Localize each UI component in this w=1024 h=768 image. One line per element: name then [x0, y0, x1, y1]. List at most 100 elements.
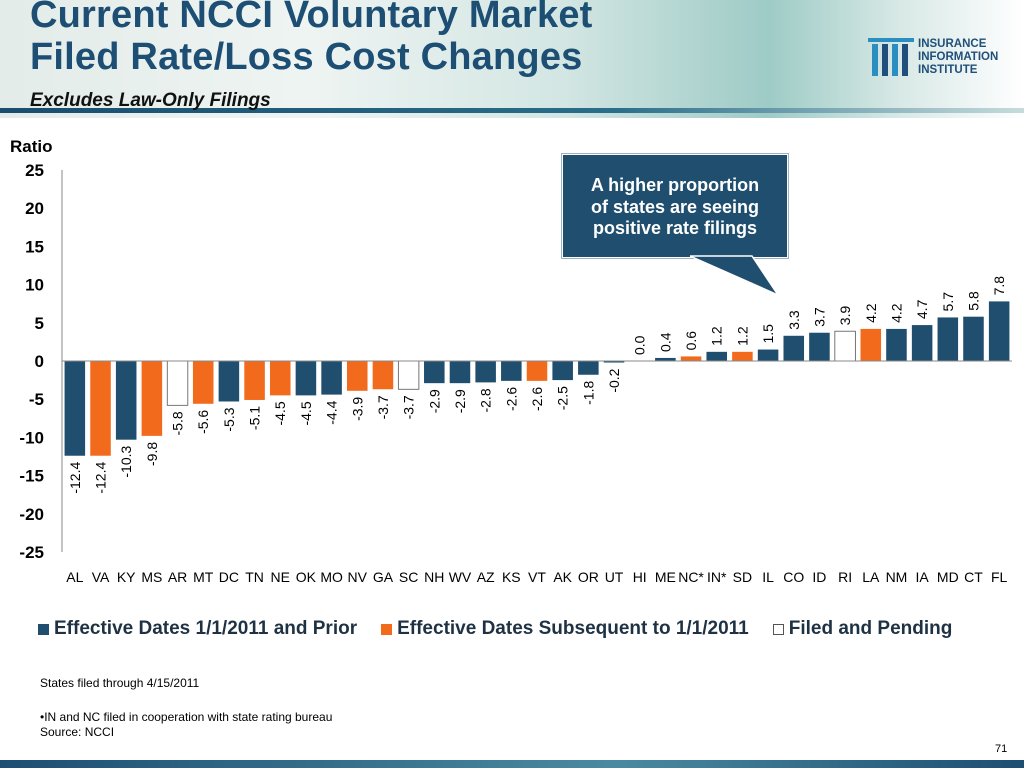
page-title-line-1: Current NCCI Voluntary Market: [30, 0, 593, 36]
x-category-label: VT: [528, 569, 546, 585]
bar-co: [783, 335, 805, 361]
value-label: -2.9: [452, 389, 468, 413]
value-label: 3.9: [837, 306, 853, 326]
x-category-label: OR: [578, 569, 599, 585]
bar-or: [578, 361, 599, 375]
x-category-label: NH: [424, 569, 444, 585]
value-label: -10.3: [118, 445, 134, 477]
x-category-label: DC: [219, 569, 239, 585]
bar-sc: [397, 360, 420, 390]
bar-la: [860, 328, 882, 361]
value-label: -2.6: [529, 387, 545, 411]
header-background: [0, 0, 1024, 118]
y-tick-label: -5: [29, 390, 44, 409]
bar-mt: [192, 361, 214, 404]
value-label: -3.7: [401, 395, 417, 419]
bar-me: [655, 357, 676, 361]
note-filed-through: States filed through 4/15/2011: [40, 676, 200, 690]
value-label: -4.5: [298, 401, 314, 425]
callout-line-3: positive rate filings: [592, 218, 758, 238]
value-label: 1.2: [709, 326, 725, 346]
bar-ut: [603, 361, 625, 363]
y-tick-label: -10: [19, 428, 44, 447]
x-category-label: NC*: [678, 569, 704, 585]
y-tick-label: 5: [35, 314, 44, 333]
value-label: 0.6: [683, 331, 699, 351]
x-category-label: TN: [245, 569, 264, 585]
bar-ct: [963, 316, 984, 361]
bar-ne: [269, 361, 291, 396]
logo-line-2: INFORMATION: [918, 51, 999, 63]
bar-ri: [834, 330, 856, 362]
callout-line-2: of states are seeing: [590, 196, 760, 217]
y-tick-label: 15: [25, 237, 44, 256]
bar-ky: [115, 361, 137, 440]
value-label: 1.2: [734, 326, 750, 346]
value-label: -2.6: [503, 387, 519, 411]
y-axis-label: Ratio: [10, 137, 53, 156]
iii-logo-icon: [868, 38, 914, 76]
value-label: 0.4: [657, 332, 673, 352]
value-label: -2.5: [555, 386, 571, 410]
x-category-label: IA: [916, 569, 930, 585]
y-tick-label: -20: [19, 505, 44, 524]
x-category-label: MT: [193, 569, 214, 585]
bar-ia: [911, 325, 933, 361]
bar-va: [90, 361, 111, 456]
bar-ar: [166, 360, 189, 406]
value-label: -2.8: [478, 388, 494, 412]
bar-nc: [680, 356, 702, 361]
legend-label-subsequent: Effective Dates Subsequent to 1/1/2011: [397, 618, 749, 639]
bar-vt: [526, 361, 548, 381]
bar-al: [64, 361, 86, 456]
x-category-label: LA: [862, 569, 880, 585]
bar-wv: [449, 361, 471, 384]
value-label: -9.8: [144, 442, 160, 466]
bar-dc: [218, 361, 240, 402]
x-category-label: AK: [553, 569, 572, 585]
chart-legend: Effective Dates 1/1/2011 and Prior Effec…: [38, 617, 976, 641]
value-label: 4.2: [863, 303, 879, 323]
x-category-label: AZ: [477, 569, 495, 585]
bar-nh: [424, 361, 445, 384]
value-label: -0.2: [606, 368, 622, 392]
legend-item-pending: Filed and Pending: [772, 618, 953, 640]
bar-id: [809, 332, 830, 361]
bar-md: [937, 317, 959, 361]
x-category-label: VA: [92, 569, 110, 585]
value-label: 4.2: [888, 303, 904, 323]
x-category-label: NV: [348, 569, 368, 585]
page-number: 71: [995, 743, 1008, 755]
x-category-label: GA: [373, 569, 394, 585]
bar-nv: [347, 361, 368, 391]
callout-pointer: [690, 255, 781, 297]
value-label: -4.5: [272, 401, 288, 425]
legend-label-prior: Effective Dates 1/1/2011 and Prior: [54, 618, 358, 639]
header-rule: [0, 108, 1024, 113]
legend-item-prior: Effective Dates 1/1/2011 and Prior: [38, 618, 357, 640]
value-label: 3.7: [811, 307, 827, 327]
value-label: 1.5: [760, 324, 776, 344]
page-subtitle: Excludes Law-Only Filings: [30, 90, 271, 111]
value-label: 0.0: [632, 335, 648, 355]
bar-ok: [295, 361, 317, 396]
value-label: -5.1: [247, 406, 263, 430]
x-category-label: CT: [964, 569, 983, 585]
value-label: -3.9: [349, 397, 365, 421]
x-category-label: IN*: [707, 569, 727, 585]
x-category-label: HI: [633, 569, 647, 585]
legend-label-pending: Filed and Pending: [788, 618, 953, 639]
x-category-label: WV: [449, 569, 472, 585]
bar-ks: [501, 361, 522, 381]
x-category-label: SD: [733, 569, 752, 585]
y-tick-label: 10: [25, 276, 44, 295]
bar-ak: [552, 361, 573, 381]
legend-swatch-prior: [38, 623, 49, 635]
bar-ms: [141, 361, 163, 436]
x-category-label: MO: [320, 569, 343, 585]
x-category-label: KY: [117, 569, 136, 585]
value-label: 7.8: [991, 276, 1007, 296]
logo-text: INSURANCE INFORMATION INSTITUTE: [918, 38, 998, 77]
value-label: 5.8: [965, 291, 981, 311]
value-label: 4.7: [914, 299, 930, 319]
